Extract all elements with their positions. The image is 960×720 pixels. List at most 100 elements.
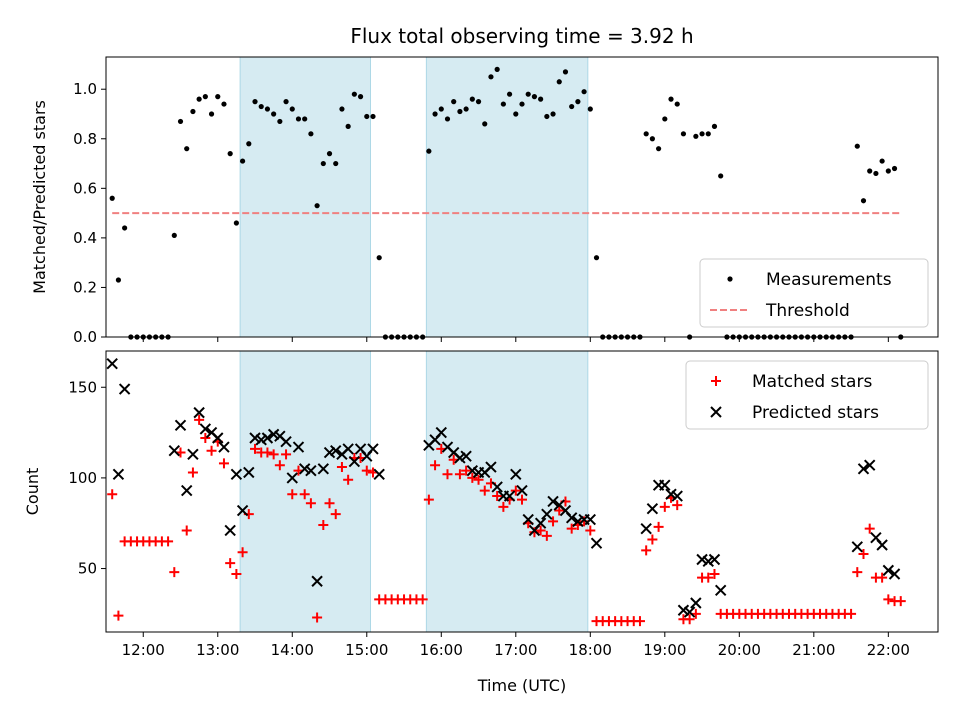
measurement-point-16 [208,111,215,117]
matched-point-85 [634,616,645,627]
matched-point-127 [895,596,906,607]
predicted-point-60 [565,512,578,524]
matched-point-13 [187,467,198,478]
predicted-point-47 [485,461,497,473]
matched-point-87 [647,534,658,545]
measurement-point-120 [854,143,860,149]
measurement-point-69 [538,96,544,102]
measurement-point-74 [569,103,575,110]
x-tick-label-3: 15:00 [345,641,388,659]
measurement-point-61 [488,74,494,80]
predicted-point-36 [373,468,385,480]
measurement-point-21 [239,158,246,164]
matched-point-34 [318,520,329,531]
matched-point-74 [566,523,577,534]
top-axes-frame [105,56,939,338]
top-legend: Measurements Threshold [699,258,929,328]
bottom-legend-label-1: Predicted stars [752,403,879,423]
x-tick-label-6: 18:00 [569,641,612,659]
predicted-point-0 [106,357,118,370]
predicted-point-3 [168,445,181,457]
matched-point-12 [181,525,192,536]
predicted-point-55 [534,517,547,529]
top-y-axis-label: Matched/Predicted stars [30,100,49,294]
matched-point-91 [672,500,683,511]
measurement-point-35 [326,151,333,157]
measurement-point-89 [662,116,668,122]
predicted-point-43 [460,450,472,462]
predicted-point-5 [181,484,193,497]
predicted-point-12 [224,524,236,537]
measurement-point-37 [339,106,345,112]
measurement-point-122 [867,168,873,174]
measurement-point-32 [308,131,314,137]
predicted-point-1 [112,468,125,480]
predicted-point-53 [522,513,534,526]
measurement-point-57 [463,106,469,112]
matched-point-96 [703,572,714,583]
matched-point-35 [324,498,335,509]
measurement-point-97 [711,123,718,129]
predicted-point-27 [317,463,330,475]
predicted-point-35 [367,443,379,455]
predicted-point-6 [187,448,199,461]
bottom-legend-label-0: Matched stars [752,372,872,392]
matched-point-19 [225,558,236,569]
legend-matched-marker [711,376,721,386]
measurement-point-88 [655,146,662,152]
predicted-point-56 [541,508,553,520]
x-tick-label-10: 22:00 [867,641,910,659]
matched-point-60 [479,485,490,496]
predicted-point-39 [435,426,447,439]
predicted-point-29 [330,445,342,457]
measurement-point-53 [438,106,444,112]
matched-point-93 [684,614,695,625]
bottom-y-tick-label-0: 50 [78,560,97,578]
measurement-point-94 [693,133,699,139]
matched-point-54 [442,469,453,480]
top-y-tick-label-5: 1.0 [73,80,97,98]
matched-point-52 [430,460,441,471]
measurement-point-62 [494,66,500,72]
matched-point-38 [343,474,354,485]
measurement-point-86 [643,131,649,137]
measurement-point-41 [364,113,370,120]
predicted-point-2 [118,383,131,395]
predicted-point-11 [218,441,230,453]
chart-title: Flux total observing time = 3.92 h [350,24,693,48]
predicted-point-15 [243,466,255,479]
top-y-tick-label-3: 0.6 [73,179,97,197]
matched-point-89 [659,501,670,512]
matched-point-122 [864,523,875,534]
top-panel: 0.0 0.2 0.4 0.6 0.8 1.0 Matched/Predicted star… [30,56,939,346]
top-y-tick-label-1: 0.2 [73,278,97,296]
measurement-point-22 [246,141,252,147]
matched-point-10 [169,567,180,578]
matched-point-57 [461,465,472,476]
measurement-point-52 [432,111,438,117]
matched-point-21 [237,547,248,558]
predicted-point-23 [292,441,305,453]
measurement-point-70 [544,113,550,120]
x-tick-label-0: 12:00 [122,641,165,659]
matched-point-29 [287,489,298,500]
measurement-point-51 [426,148,432,154]
measurement-point-72 [556,79,562,85]
matched-point-120 [852,567,863,578]
x-axis-label: Time (UTC) [477,676,566,695]
measurement-point-126 [891,165,898,172]
measurement-point-19 [227,151,233,157]
measurement-point-64 [506,91,513,97]
matched-point-14 [194,414,205,425]
measurement-point-10 [171,232,177,239]
measurement-point-78 [593,255,600,261]
measurement-point-58 [469,96,475,102]
measurement-point-68 [531,94,538,100]
x-tick-label-9: 21:00 [792,641,835,659]
measurement-point-31 [302,116,308,122]
measurement-point-1 [115,277,122,283]
measurement-point-96 [705,131,711,137]
bottom-legend-box [685,360,929,430]
top-y-tick-label-4: 0.8 [73,130,97,148]
measurement-point-42 [370,113,376,120]
